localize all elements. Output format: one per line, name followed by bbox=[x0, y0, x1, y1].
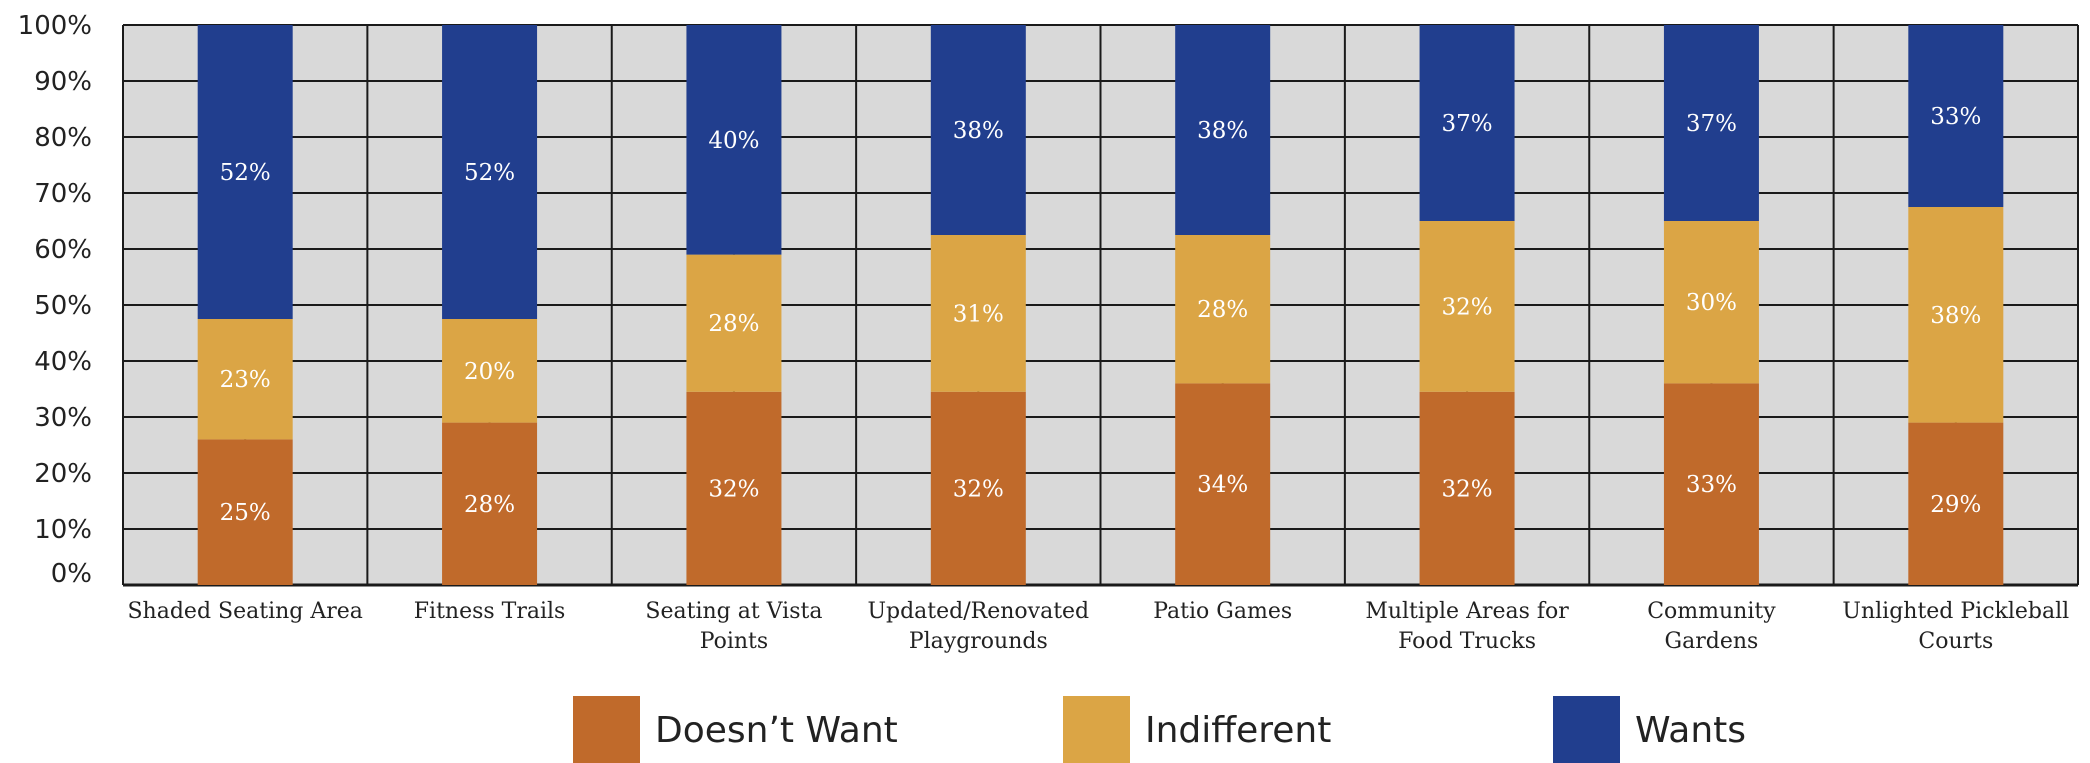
bars: 25% 23% 52% 28% 20% 52% 32% 28% 40% 32% 31% 38% 34% 2… bbox=[197, 25, 2004, 585]
bar-segment bbox=[1419, 25, 1515, 221]
bar-segment bbox=[1908, 207, 2004, 423]
data-label: 31% bbox=[953, 301, 1004, 327]
data-label: 25% bbox=[220, 500, 271, 526]
bar-segment bbox=[1419, 391, 1515, 585]
bar-segment bbox=[442, 422, 538, 585]
data-label: 40% bbox=[708, 128, 759, 154]
bar-segment bbox=[1908, 422, 2004, 585]
category-label: Playgrounds bbox=[909, 629, 1048, 654]
bar-segment bbox=[1908, 25, 2004, 207]
y-tick-label: 60% bbox=[34, 235, 92, 265]
bar-segment bbox=[1419, 221, 1515, 392]
y-tick-label: 40% bbox=[34, 347, 92, 377]
data-label: 28% bbox=[464, 492, 515, 518]
data-label: 28% bbox=[708, 311, 759, 337]
bar-segment bbox=[930, 25, 1026, 235]
bar-segment bbox=[1175, 25, 1271, 235]
data-label: 28% bbox=[1197, 297, 1248, 323]
legend-swatch bbox=[573, 696, 640, 763]
y-tick-label: 10% bbox=[34, 515, 92, 545]
data-label: 52% bbox=[220, 160, 271, 186]
data-label: 34% bbox=[1197, 472, 1248, 498]
category-label: Updated/Renovated bbox=[867, 599, 1089, 624]
bar-segment bbox=[930, 235, 1026, 392]
category-label: Patio Games bbox=[1153, 599, 1292, 624]
y-tick-label: 100% bbox=[18, 11, 92, 41]
data-label: 33% bbox=[1686, 472, 1737, 498]
category-label: Food Trucks bbox=[1398, 629, 1536, 654]
data-label: 23% bbox=[220, 367, 271, 393]
data-label: 37% bbox=[1686, 111, 1737, 137]
bar-segment bbox=[1663, 221, 1759, 384]
data-label: 33% bbox=[1930, 104, 1981, 130]
legend: Doesn’t Want Indifferent Wants bbox=[573, 696, 1746, 763]
data-label: 52% bbox=[464, 160, 515, 186]
data-label: 38% bbox=[953, 118, 1004, 144]
category-label: Points bbox=[700, 629, 769, 654]
bar-segment bbox=[1663, 383, 1759, 585]
data-label: 38% bbox=[1197, 118, 1248, 144]
bar-segment bbox=[442, 319, 538, 423]
data-label: 32% bbox=[1442, 294, 1493, 320]
bar-segment bbox=[686, 254, 782, 392]
category-label: Shaded Seating Area bbox=[127, 599, 362, 624]
bar-segment bbox=[1663, 25, 1759, 221]
category-label: Seating at Vista bbox=[645, 599, 822, 624]
category-label: Courts bbox=[1918, 629, 1993, 654]
data-label: 32% bbox=[708, 476, 759, 502]
bar-segment bbox=[930, 391, 1026, 585]
data-label: 32% bbox=[1442, 476, 1493, 502]
category-label: Gardens bbox=[1665, 629, 1759, 654]
y-tick-label: 50% bbox=[34, 291, 92, 321]
bar-segment bbox=[686, 391, 782, 585]
category-label: Community bbox=[1647, 599, 1776, 624]
data-label: 38% bbox=[1930, 303, 1981, 329]
bar-segment bbox=[197, 319, 293, 440]
bar-segment bbox=[1175, 383, 1271, 585]
data-label: 20% bbox=[464, 359, 515, 385]
data-label: 32% bbox=[953, 476, 1004, 502]
data-label: 29% bbox=[1930, 492, 1981, 518]
legend-swatch bbox=[1553, 696, 1620, 763]
x-axis-category-labels: Shaded Seating Area Fitness Trails Seating… bbox=[127, 599, 2069, 654]
y-tick-label: 20% bbox=[34, 459, 92, 489]
category-label: Unlighted Pickleball bbox=[1842, 599, 2069, 624]
legend-label: Indifferent bbox=[1145, 710, 1331, 751]
y-axis-tick-labels: 0% 10% 20% 30% 40% 50% 60% 70% 80% 90% 100% bbox=[18, 11, 92, 589]
y-tick-label: 0% bbox=[51, 559, 92, 589]
legend-label: Doesn’t Want bbox=[655, 710, 898, 751]
y-tick-label: 90% bbox=[34, 67, 92, 97]
y-tick-label: 80% bbox=[34, 123, 92, 153]
data-label: 30% bbox=[1686, 290, 1737, 316]
data-label: 37% bbox=[1442, 111, 1493, 137]
category-label: Multiple Areas for bbox=[1365, 599, 1569, 624]
bar-segment bbox=[1175, 235, 1271, 384]
bar-segment bbox=[442, 25, 538, 319]
y-tick-label: 70% bbox=[34, 179, 92, 209]
legend-label: Wants bbox=[1635, 710, 1746, 751]
bar-segment bbox=[197, 439, 293, 585]
legend-swatch bbox=[1063, 696, 1130, 763]
bar-segment bbox=[686, 25, 782, 255]
category-label: Fitness Trails bbox=[414, 599, 566, 624]
bar-segment bbox=[197, 25, 293, 319]
y-tick-label: 30% bbox=[34, 403, 92, 433]
